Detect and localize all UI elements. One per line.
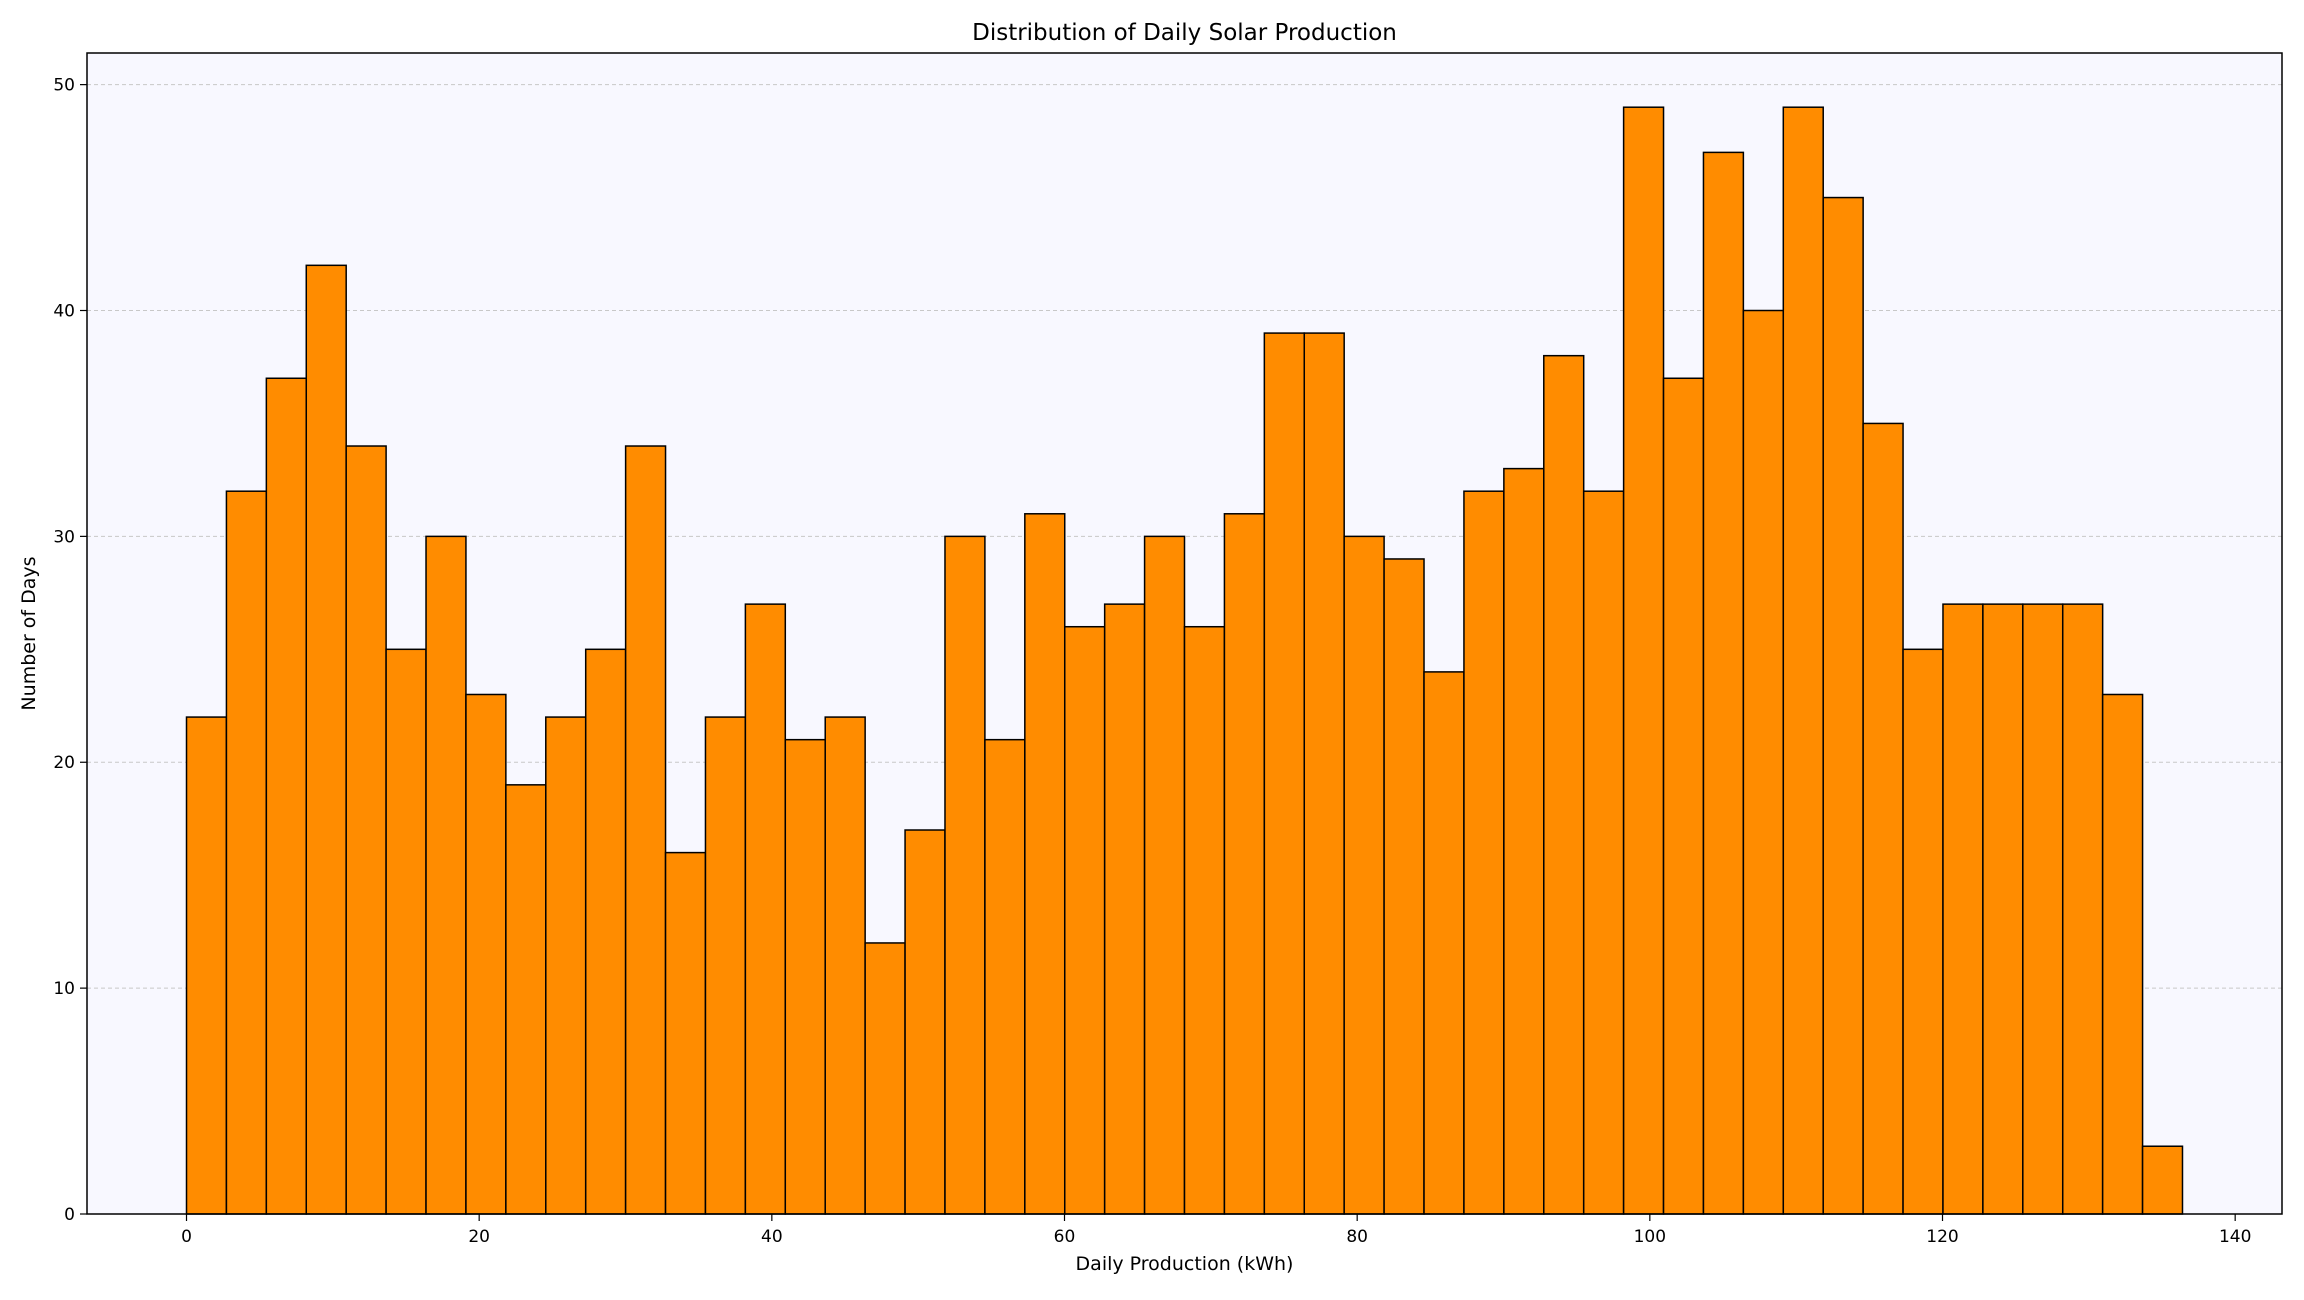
histogram-bar <box>1702 151 1745 1215</box>
x-axis-label: Daily Production (kWh) <box>1076 1253 1294 1275</box>
histogram-bar <box>1463 490 1505 1215</box>
histogram-bar <box>1263 332 1306 1215</box>
y-tick-label: 50 <box>53 76 75 96</box>
histogram-bar <box>664 851 707 1215</box>
histogram-bar <box>1862 422 1904 1215</box>
histogram-bar <box>425 535 467 1215</box>
histogram-bar <box>984 738 1026 1215</box>
histogram-bar <box>1063 625 1106 1215</box>
histogram-bar <box>1303 332 1345 1215</box>
histogram-bar <box>2141 1145 2184 1215</box>
axes-frame <box>86 52 2283 1215</box>
histogram-bar <box>1822 196 1864 1215</box>
histogram-bar <box>1024 513 1066 1215</box>
histogram-bar <box>185 716 228 1215</box>
y-tick-label: 40 <box>53 301 75 321</box>
histogram-bar <box>1982 603 2024 1215</box>
y-tick-label: 20 <box>53 753 75 773</box>
histogram-bar <box>624 445 667 1215</box>
histogram-bar <box>385 648 427 1215</box>
histogram-bar <box>1543 354 1585 1215</box>
histogram-bar <box>1143 535 1186 1215</box>
histogram-bar <box>784 738 826 1215</box>
histogram-bar <box>305 264 347 1215</box>
y-axis-label: Number of Days <box>18 556 40 710</box>
x-tick-label: 140 <box>2219 1227 2251 1247</box>
histogram-bar <box>2101 693 2144 1215</box>
histogram-bar <box>904 829 946 1215</box>
histogram-bar <box>1662 377 1705 1215</box>
histogram-bar <box>824 716 866 1215</box>
chart-title: Distribution of Daily Solar Production <box>972 20 1397 46</box>
histogram-bar <box>1423 671 1465 1215</box>
histogram-bar <box>545 716 587 1215</box>
histogram-bar <box>465 693 507 1215</box>
y-tick-label: 30 <box>53 527 75 547</box>
histogram-bar <box>1622 106 1665 1215</box>
histogram-bar <box>864 942 906 1215</box>
x-tick-label: 120 <box>1926 1227 1958 1247</box>
histogram-bar <box>1103 603 1146 1215</box>
histogram-bar <box>505 784 547 1215</box>
y-tick-label: 0 <box>64 1205 75 1225</box>
histogram-bar <box>2022 603 2064 1215</box>
x-axis-ticks: 0 20 40 60 80 100 120 140 <box>181 1214 2251 1247</box>
x-tick-label: 0 <box>181 1227 192 1247</box>
histogram-bar <box>1183 625 1226 1215</box>
histogram-bar <box>704 716 747 1215</box>
histogram-bar <box>1742 309 1785 1215</box>
histogram-bar <box>1383 558 1425 1215</box>
bars <box>185 106 2184 1215</box>
histogram-bar <box>1343 535 1385 1215</box>
x-tick-label: 20 <box>468 1227 490 1247</box>
histogram-bar <box>584 648 627 1215</box>
histogram-bar <box>1942 603 1984 1215</box>
histogram-bar <box>1782 106 1824 1215</box>
histogram-bar <box>225 490 268 1215</box>
histogram-bar <box>345 445 387 1215</box>
x-tick-label: 80 <box>1346 1227 1368 1247</box>
x-tick-label: 60 <box>1054 1227 1076 1247</box>
histogram-bar <box>1902 648 1944 1215</box>
y-tick-label: 10 <box>53 979 75 999</box>
histogram-bar <box>265 377 308 1215</box>
histogram-bar <box>1582 490 1625 1215</box>
histogram-bar <box>1223 513 1266 1215</box>
x-tick-label: 40 <box>761 1227 783 1247</box>
x-tick-label: 100 <box>1634 1227 1666 1247</box>
histogram-bar <box>1503 467 1545 1215</box>
y-axis-ticks: 0 10 20 30 40 50 <box>53 76 87 1225</box>
histogram-bar <box>2061 603 2104 1215</box>
histogram-bar <box>944 535 986 1215</box>
histogram-bar <box>744 603 787 1215</box>
